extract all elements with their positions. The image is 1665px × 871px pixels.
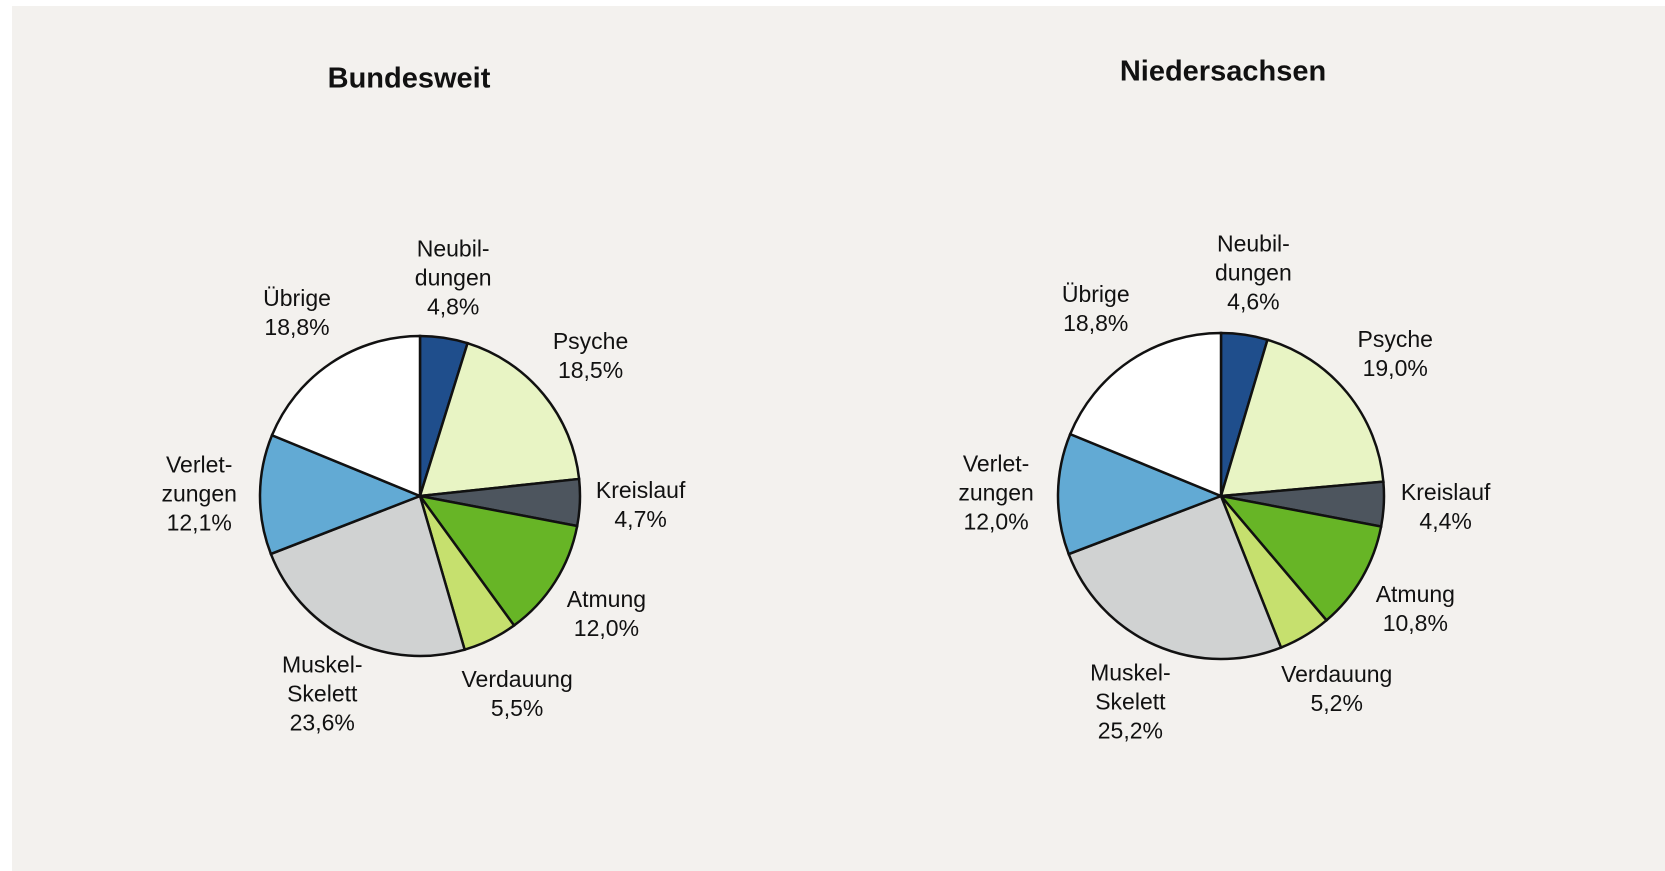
slice-label: Psyche 18,5% — [553, 327, 628, 385]
value-label: 10,8% — [1382, 610, 1448, 637]
category-label: Atmung — [566, 586, 647, 613]
category-label: Muskel- Skelett — [281, 651, 363, 707]
category-label: Verdauung — [1281, 660, 1393, 687]
value-label: 18,5% — [557, 356, 624, 383]
slice-label: Atmung 12,0% — [567, 585, 646, 643]
value-label: 18,8% — [264, 313, 330, 340]
slice-label: Verdauung 5,5% — [461, 665, 572, 723]
category-label: Psyche — [552, 327, 629, 354]
slice-label: Neubil- dungen 4,6% — [1215, 230, 1292, 317]
slice-label: Kreislauf 4,4% — [1401, 478, 1490, 536]
value-label: 4,6% — [1227, 288, 1280, 315]
chart-title: Niedersachsen — [1119, 55, 1327, 88]
category-label: Atmung — [1375, 581, 1455, 608]
pie-slice — [1068, 331, 1223, 498]
category-label: Kreislauf — [595, 477, 686, 503]
category-label: Neubil- dungen — [414, 235, 492, 291]
value-label: 4,4% — [1419, 508, 1472, 535]
category-label: Verlet- zungen — [161, 451, 237, 507]
slice-label: Verdauung 5,2% — [1281, 660, 1392, 718]
value-label: 5,5% — [490, 695, 544, 722]
chart-title: Bundesweit — [327, 62, 491, 95]
category-label: Übrige — [263, 284, 331, 311]
slice-label: Atmung 10,8% — [1376, 580, 1455, 638]
slice-label: Übrige 18,8% — [263, 284, 331, 342]
value-label: 18,8% — [1063, 310, 1129, 337]
value-label: 12,0% — [963, 508, 1029, 535]
value-label: 23,6% — [289, 709, 355, 736]
pie-slice — [1067, 494, 1283, 661]
slice-label: Übrige 18,8% — [1062, 280, 1130, 338]
value-label: 12,0% — [573, 615, 640, 642]
value-label: 5,2% — [1310, 689, 1363, 716]
category-label: Verlet- zungen — [958, 450, 1034, 506]
value-label: 4,8% — [426, 293, 480, 320]
pie-slice — [418, 341, 581, 498]
category-label: Muskel- Skelett — [1090, 659, 1171, 715]
category-label: Übrige — [1061, 281, 1130, 308]
value-label: 4,7% — [614, 506, 667, 532]
slice-label: Muskel- Skelett 23,6% — [282, 650, 363, 737]
slice-label: Verlet- zungen 12,1% — [161, 450, 236, 537]
value-label: 12,1% — [166, 509, 232, 536]
slice-label: Verlet- zungen 12,0% — [958, 450, 1033, 537]
pie-slice — [258, 433, 424, 556]
category-label: Verdauung — [461, 666, 573, 693]
slice-label: Kreislauf 4,7% — [596, 476, 685, 534]
category-label: Psyche — [1357, 325, 1433, 352]
value-label: 19,0% — [1362, 354, 1428, 381]
pie-slice — [1056, 432, 1225, 556]
category-label: Neubil- dungen — [1215, 230, 1292, 286]
pie-slice — [417, 494, 579, 628]
pie-slice — [1219, 338, 1385, 498]
slice-label: Psyche 19,0% — [1357, 325, 1432, 383]
slice-label: Muskel- Skelett 25,2% — [1090, 658, 1171, 745]
pie-slice — [270, 334, 422, 498]
value-label: 25,2% — [1097, 717, 1163, 744]
slice-label: Neubil- dungen 4,8% — [415, 234, 492, 321]
category-label: Kreislauf — [1400, 479, 1491, 506]
pie-slice — [1217, 494, 1383, 623]
